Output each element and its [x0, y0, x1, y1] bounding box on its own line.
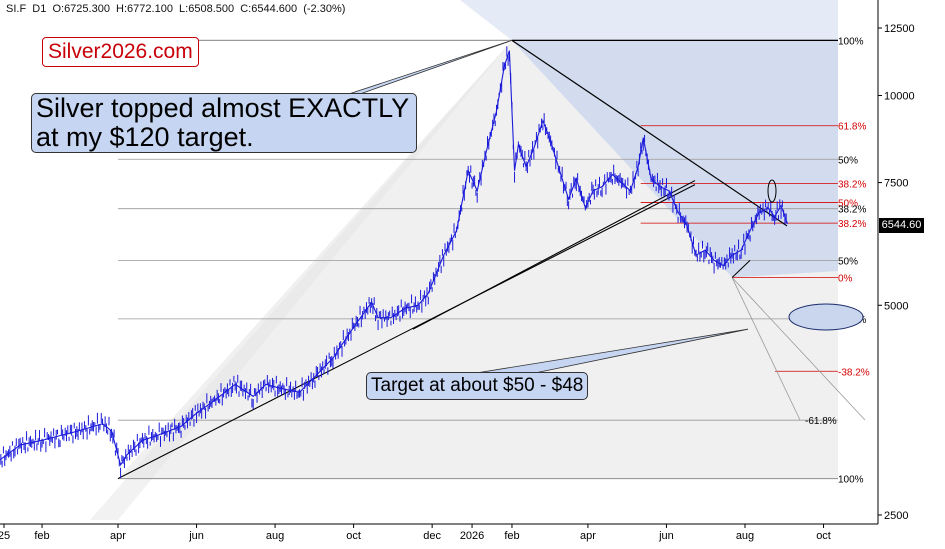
fib-level-label-11: -61.8%: [805, 416, 837, 427]
target-ellipse: [788, 303, 864, 331]
fib-level-label-6: 38.2%: [838, 219, 866, 230]
fib-level-label-2: 50%: [838, 155, 858, 166]
x-tick-label: oct: [346, 530, 361, 542]
y-tick-label: 12500: [884, 23, 915, 35]
x-tick-label: aug: [736, 530, 754, 542]
x-tick-label: feb: [504, 530, 519, 542]
y-tick-label: 5000: [884, 300, 908, 312]
x-tick-label: oct: [816, 530, 831, 542]
top-callout-line-2: at my $120 target.: [36, 122, 254, 152]
y-tick-label: 2500: [884, 510, 908, 522]
price-line: [0, 50, 789, 467]
x-tick-label: jun: [188, 530, 204, 542]
fib-level-label-5: 38.2%: [838, 205, 866, 216]
x-tick-label: apr: [110, 530, 126, 542]
fib-level-label-3: 38.2%: [838, 179, 866, 190]
fib-level-label-7: 50%: [838, 256, 858, 267]
fib-level-label-10: -38.2%: [838, 367, 870, 378]
bottom-callout: Target at about $50 - $48: [366, 372, 589, 400]
x-tick-label: aug: [266, 530, 284, 542]
fib-level-label-0: 100%: [838, 36, 864, 47]
fib-level-label-1: 61.8%: [838, 122, 866, 133]
x-tick-label: feb: [34, 530, 49, 542]
fan-line-inner: [731, 277, 801, 421]
fib-level-label-8: 0%: [838, 274, 853, 285]
x-tick-label: jun: [658, 530, 674, 542]
mid-trendline: [412, 180, 696, 330]
fib-level-label-12: 100%: [838, 475, 864, 486]
upper-fan-wedge: [460, 0, 838, 41]
x-tick-label: apr: [580, 530, 596, 542]
long-trendline: [117, 184, 696, 480]
left-fan-wedge: [90, 40, 512, 521]
last-price-tag: 6544.60: [879, 218, 924, 233]
top-callout-line-1: Silver topped almost EXACTLY: [36, 93, 410, 123]
top-callout: Silver topped almost EXACTLY at my $120 …: [31, 93, 417, 153]
x-tick-label: dec: [423, 530, 441, 542]
fan-line-lower: [731, 277, 866, 421]
x-tick-label: 2026: [460, 530, 484, 542]
ohlc-header: SI.F D1 O:6725.300 H:6772.100 L:6508.500…: [6, 3, 346, 15]
recent-high-ellipse: [767, 179, 777, 203]
x-tick-label: 25: [0, 530, 10, 542]
down-trendline: [511, 39, 788, 227]
y-tick-label: 10000: [884, 91, 915, 103]
rebound-line: [731, 259, 751, 278]
y-tick-label: 7500: [884, 178, 908, 190]
brand-label: Silver2026.com: [42, 37, 199, 67]
fib-level-label-4: 50%: [838, 199, 858, 210]
